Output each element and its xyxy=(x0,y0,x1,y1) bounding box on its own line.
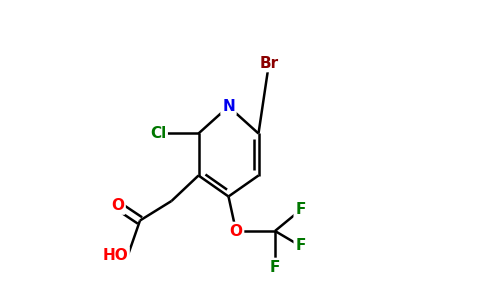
Text: O: O xyxy=(111,198,124,213)
Text: O: O xyxy=(229,224,242,238)
Text: N: N xyxy=(222,99,235,114)
Text: HO: HO xyxy=(102,248,128,262)
Text: F: F xyxy=(295,238,306,253)
Text: F: F xyxy=(295,202,306,217)
Text: Cl: Cl xyxy=(150,126,166,141)
Text: Br: Br xyxy=(259,56,279,70)
Text: F: F xyxy=(270,260,280,274)
